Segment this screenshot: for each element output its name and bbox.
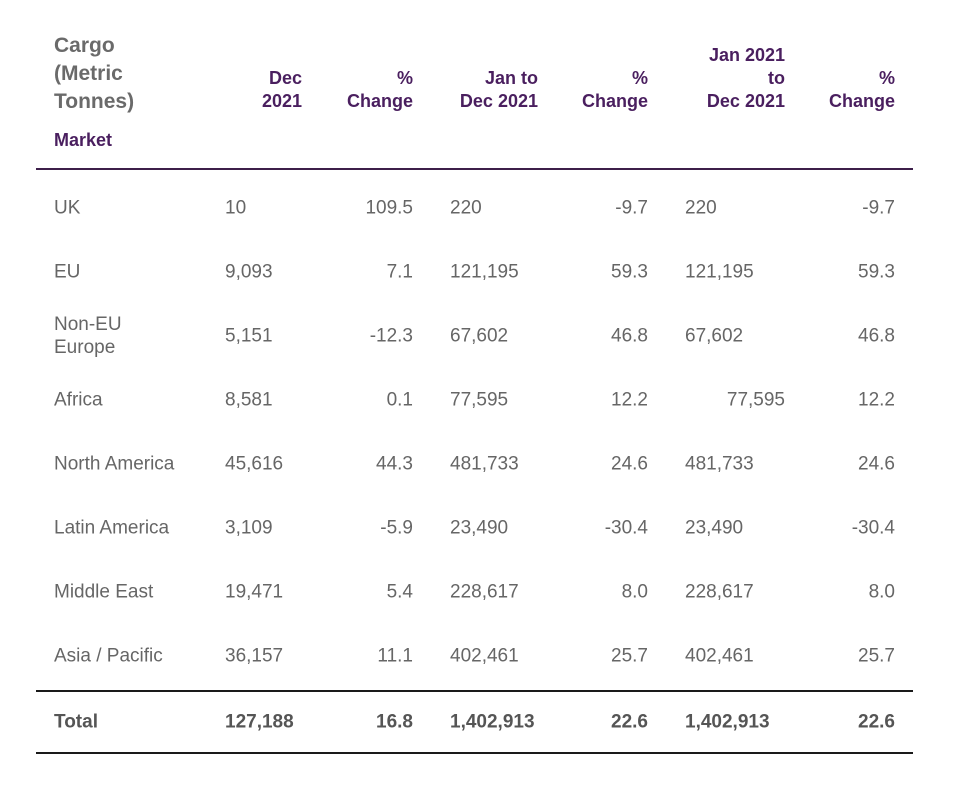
table-header: Cargo (Metric Tonnes) Market Dec 2021 % … [36,0,913,170]
pct-change-column-header-1: % Change [346,68,413,111]
table-title: Cargo (Metric Tonnes) [54,34,135,113]
pct-change-3-value: 59.3 [858,261,895,283]
jan-to-dec-2021-value: 481,733 [450,453,519,475]
market-name: UK [54,197,81,219]
market-name: North America [54,453,175,475]
market-name: Middle East [54,581,154,603]
jan-2021-to-dec-2021-value: 228,617 [685,581,754,603]
jan-2021-to-dec-2021-value: 67,602 [685,325,744,347]
pct-change-2-value: 8.0 [621,581,648,603]
pct-change-3-value: 25.7 [858,645,895,667]
total-pct-change-1: 16.8 [376,711,413,733]
jan-2021-to-dec-2021-value: 77,595 [726,389,785,411]
pct-change-2-value: 24.6 [611,453,648,475]
total-jan-to-dec-2021: 1,402,913 [450,711,535,733]
pct-change-3-value: -30.4 [851,517,895,539]
table-row: North America 45,616 44.3 481,733 24.6 481,73… [36,432,913,496]
jan-2021-to-dec-2021-value: 220 [685,197,717,219]
table-row: Africa 8,581 0.1 77,595 12.2 77,595 12.2 [36,368,913,432]
pct-change-1-value: -5.9 [380,517,413,539]
pct-change-3-value: 24.6 [858,453,895,475]
jan-to-dec-2021-value: 23,490 [450,517,509,539]
table-row: EU 9,093 7.1 121,195 59.3 121,195 59.3 [36,240,913,304]
pct-change-column-header-2: % Change [581,68,648,111]
market-name: Latin America [54,517,170,539]
pct-change-1-value: 11.1 [377,645,413,667]
total-dec-2021: 127,188 [225,711,294,733]
jan-2021-to-dec-2021-value: 121,195 [685,261,754,283]
table-row: Latin America 3,109 -5.9 23,490 -30.4 23,490 -… [36,496,913,560]
pct-change-column-header-3: % Change [828,68,895,111]
jan-to-dec-2021-value: 228,617 [450,581,519,603]
market-name: Africa [54,389,103,411]
pct-change-2-value: 25.7 [611,645,648,667]
pct-change-3-value: -9.7 [862,197,895,219]
dec-2021-column-header: Dec 2021 [261,68,302,111]
total-jan-2021-to-dec-2021: 1,402,913 [685,711,770,733]
jan-to-dec-2021-value: 67,602 [450,325,509,347]
dec-2021-value: 45,616 [225,453,284,475]
jan-2021-to-dec-2021-value: 481,733 [685,453,754,475]
market-name: Non-EU Europe [54,314,122,358]
pct-change-1-value: 0.1 [386,389,413,411]
market-name: Asia / Pacific [54,645,163,667]
pct-change-1-value: 44.3 [376,453,413,475]
jan-to-dec-2021-value: 220 [450,197,482,219]
jan-2021-to-dec-2021-value: 402,461 [685,645,754,667]
table-row: Middle East 19,471 5.4 228,617 8.0 228,617 8.0 [36,560,913,624]
total-pct-change-3: 22.6 [858,711,895,733]
pct-change-2-value: 12.2 [611,389,648,411]
pct-change-1-value: 7.1 [386,261,413,283]
total-pct-change-2: 22.6 [611,711,648,733]
dec-2021-value: 10 [225,197,247,219]
total-row: Total 127,188 16.8 1,402,913 22.6 1,402,… [36,690,913,754]
pct-change-2-value: 59.3 [611,261,648,283]
dec-2021-value: 3,109 [225,517,273,539]
table-row: Non-EU Europe 5,151 -12.3 67,602 46.8 67,602 4… [36,304,913,368]
market-column-header: Market [54,130,113,150]
table-body: UK 10 109.5 220 -9.7 220 -9.7 EU 9,093 7.1 121,195… [36,176,913,688]
table-row: UK 10 109.5 220 -9.7 220 -9.7 [36,176,913,240]
jan-2021-to-dec-2021-value: 23,490 [685,517,744,539]
dec-2021-value: 9,093 [225,261,273,283]
jan-to-dec-2021-value: 402,461 [450,645,519,667]
market-name: EU [54,261,81,283]
pct-change-3-value: 12.2 [858,389,895,411]
pct-change-2-value: -30.4 [604,517,648,539]
pct-change-3-value: 8.0 [868,581,895,603]
jan-2021-to-dec-2021-column-header: Jan 2021 to Dec 2021 [706,45,785,111]
pct-change-1-value: 109.5 [365,197,413,219]
jan-to-dec-2021-column-header: Jan to Dec 2021 [459,68,538,111]
pct-change-2-value: 46.8 [611,325,648,347]
total-label: Total [54,711,98,733]
dec-2021-value: 36,157 [225,645,284,667]
pct-change-1-value: -12.3 [369,325,413,347]
pct-change-1-value: 5.4 [386,581,413,603]
dec-2021-value: 8,581 [225,389,273,411]
jan-to-dec-2021-value: 77,595 [450,389,509,411]
pct-change-2-value: -9.7 [615,197,648,219]
jan-to-dec-2021-value: 121,195 [450,261,519,283]
table-row: Asia / Pacific 36,157 11.1 402,461 25.7 402,4… [36,624,913,688]
dec-2021-value: 5,151 [225,325,273,347]
cargo-table: Cargo (Metric Tonnes) Market Dec 2021 % … [36,0,913,754]
pct-change-3-value: 46.8 [858,325,895,347]
dec-2021-value: 19,471 [225,581,284,603]
